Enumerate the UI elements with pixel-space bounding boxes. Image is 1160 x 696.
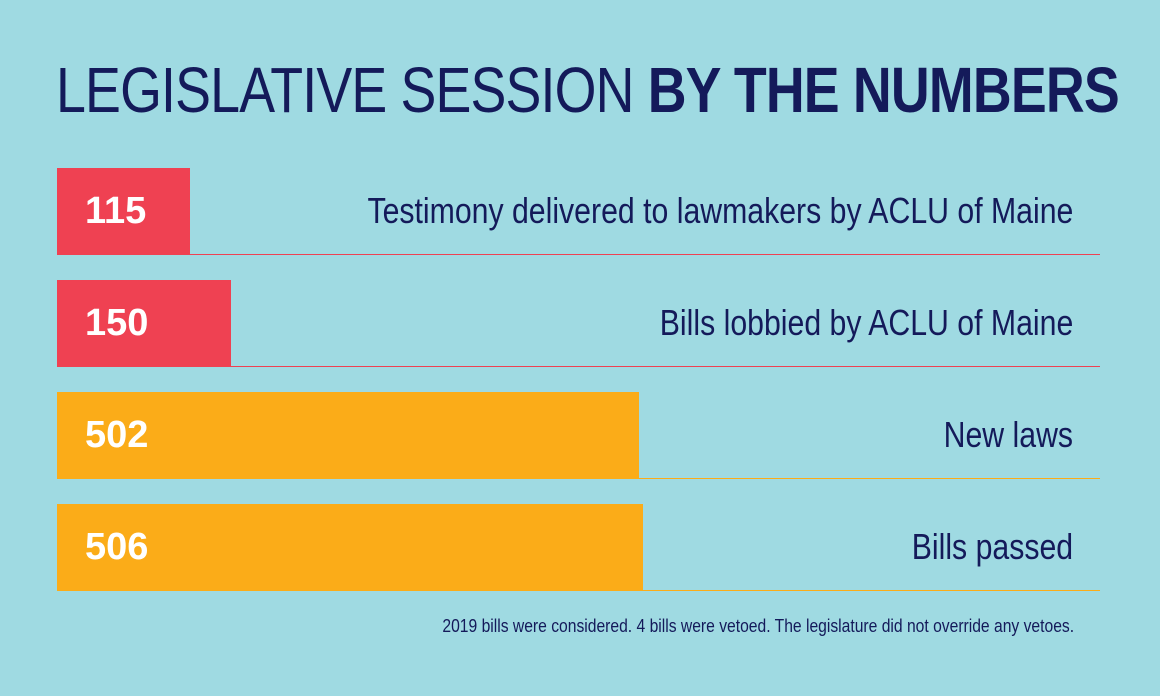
bar-value-label: 506 [85, 526, 149, 568]
bar-value-label: 502 [85, 414, 149, 456]
row-divider [57, 366, 1100, 367]
bar-value-label: 115 [85, 190, 147, 232]
category-label: Bills lobbied by ACLU of Maine [659, 302, 1073, 343]
bar [57, 168, 190, 254]
chart-title: LEGISLATIVE SESSION BY THE NUMBERS [56, 50, 1120, 130]
footnote: 2019 bills were considered. 4 bills were… [442, 616, 1074, 636]
category-label: Bills passed [911, 526, 1073, 567]
bar-value-label: 150 [85, 302, 149, 344]
title-bold: BY THE NUMBERS [647, 54, 1120, 126]
bar-row: 150 Bills lobbied by ACLU of Maine [57, 280, 1100, 368]
row-divider [57, 590, 1100, 591]
bar-row: 115 Testimony delivered to lawmakers by A… [57, 168, 1100, 256]
bar-row: 506 Bills passed [57, 504, 1100, 592]
row-divider [57, 478, 1100, 479]
bar [57, 392, 639, 478]
bar [57, 280, 231, 366]
bar [57, 504, 643, 590]
bar-row: 502 New laws [57, 392, 1100, 480]
row-divider [57, 254, 1100, 255]
category-label: New laws [943, 414, 1073, 455]
category-label: Testimony delivered to lawmakers by ACLU… [367, 190, 1073, 231]
title-light: LEGISLATIVE SESSION [56, 54, 634, 126]
